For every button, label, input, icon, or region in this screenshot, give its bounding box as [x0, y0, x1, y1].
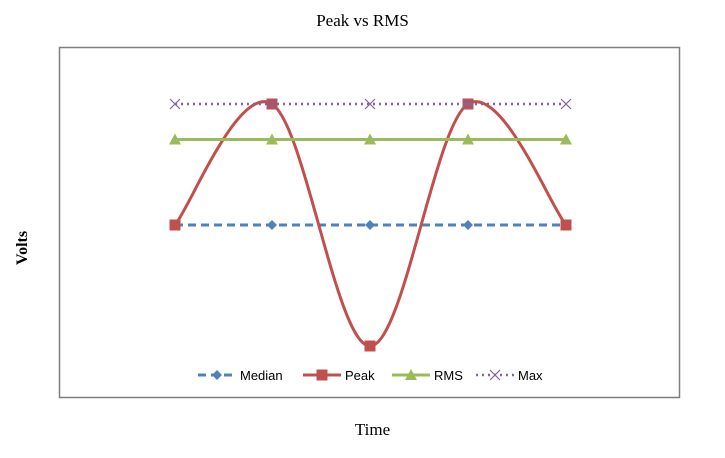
legend: Median Peak RMS Max: [198, 368, 543, 383]
series-max: [169, 98, 572, 110]
x-marker-icon: [489, 369, 501, 381]
legend-item-median: Median: [198, 368, 283, 383]
series-rms: [169, 133, 572, 145]
chart-title: Peak vs RMS: [316, 11, 409, 30]
legend-label: Peak: [345, 368, 375, 383]
x-marker-icon: [266, 98, 278, 110]
triangle-marker-icon: [169, 133, 181, 145]
x-marker-icon: [462, 98, 474, 110]
series-layer: [169, 98, 572, 352]
legend-item-peak: Peak: [303, 368, 375, 383]
legend-label: Max: [518, 368, 543, 383]
triangle-marker-icon: [266, 133, 278, 145]
square-marker-icon: [316, 369, 328, 381]
diamond-marker-icon: [463, 220, 473, 230]
triangle-marker-icon: [462, 133, 474, 145]
x-marker-icon: [169, 98, 181, 110]
triangle-marker-icon: [560, 133, 572, 145]
square-marker-icon: [169, 219, 181, 231]
triangle-marker-icon: [364, 133, 376, 145]
square-marker-icon: [560, 219, 572, 231]
x-marker-icon: [364, 98, 376, 110]
triangle-marker-icon: [405, 369, 417, 380]
diamond-marker-icon: [365, 220, 375, 230]
legend-item-max: Max: [476, 368, 543, 383]
x-marker-icon: [560, 98, 572, 110]
legend-label: Median: [240, 368, 283, 383]
x-axis-label: Time: [354, 420, 391, 439]
diamond-marker-icon: [212, 370, 222, 380]
diamond-marker-icon: [267, 220, 277, 230]
legend-item-rms: RMS: [392, 368, 463, 383]
square-marker-icon: [364, 340, 376, 352]
legend-label: RMS: [434, 368, 463, 383]
